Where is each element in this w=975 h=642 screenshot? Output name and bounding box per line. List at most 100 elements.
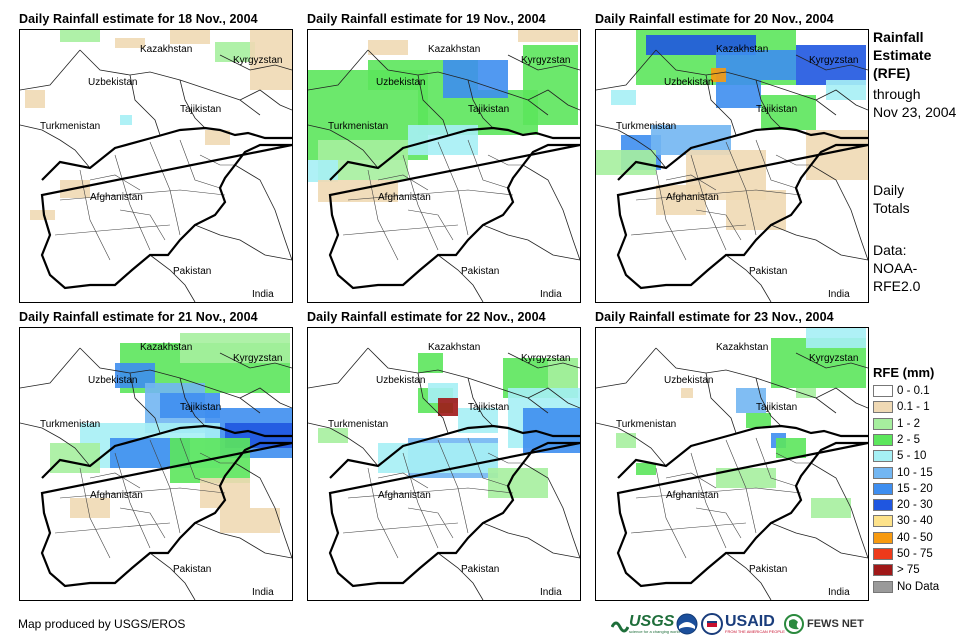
data-line1: Data: [873,242,907,258]
country-border [596,49,657,91]
legend-item: 30 - 40 [873,513,933,529]
legend-item: 40 - 50 [873,530,933,546]
province-boundary [467,437,509,487]
rainfall-patch [443,60,508,98]
country-border [725,254,772,302]
province-boundary [725,439,757,534]
country-label-uzbekistan: Uzbekistan [88,375,138,386]
rainfall-patch [308,160,338,182]
province-boundary [179,139,221,189]
legend-item: 0 - 0.1 [873,383,930,399]
data-source: Data: NOAA- RFE2.0 [873,241,920,295]
panel-title: Daily Rainfall estimate for 20 Nov., 200… [595,12,834,26]
country-border [179,79,206,129]
province-boundary [635,189,802,201]
country-border [467,377,494,427]
noaa-logo [676,612,698,636]
rainfall-map [20,333,292,600]
rainfall-patch [746,413,771,428]
province-boundary [725,141,757,236]
rainfall-map [20,30,292,302]
province-boundary [665,174,717,191]
fewsnet-logo: FEWS NET [784,612,864,636]
legend-label: 15 - 20 [897,482,933,495]
country-border [482,224,580,261]
country-label-kyrgyzstan: Kyrgyzstan [521,55,571,66]
rainfall-patch [616,433,636,448]
country-border [482,522,580,559]
through-line1: through [873,86,921,102]
panel-title: Daily Rainfall estimate for 23 Nov., 200… [595,310,834,324]
country-border [79,347,261,414]
legend-swatch [873,515,893,528]
province-boundary [149,439,181,534]
legend-swatch [873,499,893,512]
country-label-tajikistan: Tajikistan [180,104,222,115]
country-border [810,164,868,261]
legend-item: No Data [873,579,939,595]
country-label-india: India [828,587,850,598]
country-label-kyrgyzstan: Kyrgyzstan [521,353,571,364]
province-boundary [402,154,439,251]
afghanistan-border [40,126,292,290]
legend-label: No Data [897,580,940,593]
province-boundary [407,507,454,539]
legend-item: 0.1 - 1 [873,399,930,415]
rainfall-patch [378,443,498,473]
rainfall-patch [60,30,100,42]
country-label-pakistan: Pakistan [461,266,500,277]
country-label-afghanistan: Afghanistan [378,490,431,501]
country-border [20,347,81,389]
province-boundary [179,437,221,487]
legend-swatch [873,401,893,414]
country-label-pakistan: Pakistan [749,266,788,277]
province-boundary [119,507,166,539]
rainfall-patch [318,428,348,443]
province-boundary [665,472,717,489]
province-boundary [114,452,151,549]
country-label-afghanistan: Afghanistan [666,192,719,203]
country-border [795,54,868,71]
province-boundary [59,189,226,201]
country-border [234,164,292,261]
rainfall-patch [826,80,866,100]
country-label-india: India [540,289,562,300]
rainfall-patch [50,443,100,473]
rainfall-patch [726,190,786,230]
usgs-wave-icon [611,621,629,633]
map-frame: Kazakhstan Kyrgyzstan Uzbekistan Tajikistan… [595,327,869,601]
province-boundary [467,139,509,189]
country-label-turkmenistan: Turkmenistan [40,121,101,132]
country-border [79,49,261,116]
country-border [239,89,292,111]
legend-label: 5 - 10 [897,450,927,463]
country-label-kazakhstan: Kazakhstan [428,44,481,55]
legend-label: 1 - 2 [897,417,921,430]
country-border [596,124,667,169]
province-boundary [199,154,235,166]
legend-item: 15 - 20 [873,481,933,497]
country-border [308,49,369,91]
rainfall-map [308,347,580,600]
afghanistan-border [328,424,580,588]
country-label-india: India [252,587,274,598]
country-border [507,352,580,369]
country-label-kazakhstan: Kazakhstan [716,44,769,55]
legend-label: 50 - 75 [897,548,933,560]
country-border [149,552,196,600]
province-boundary [54,522,171,534]
country-border [815,89,868,111]
country-label-kazakhstan: Kazakhstan [428,342,481,353]
rainfall-patch [711,68,726,82]
rainfall-map [596,30,868,302]
country-label-tajikistan: Tajikistan [756,402,798,413]
rainfall-patch [170,30,210,44]
province-boundary [377,174,429,191]
rfe-title-line1: Rainfall [873,29,924,45]
country-label-kyrgyzstan: Kyrgyzstan [809,353,859,364]
rainfall-patch [736,388,766,413]
country-border [129,372,161,434]
country-border [437,552,484,600]
usaid-seal-icon [701,613,723,635]
country-border [179,377,206,427]
